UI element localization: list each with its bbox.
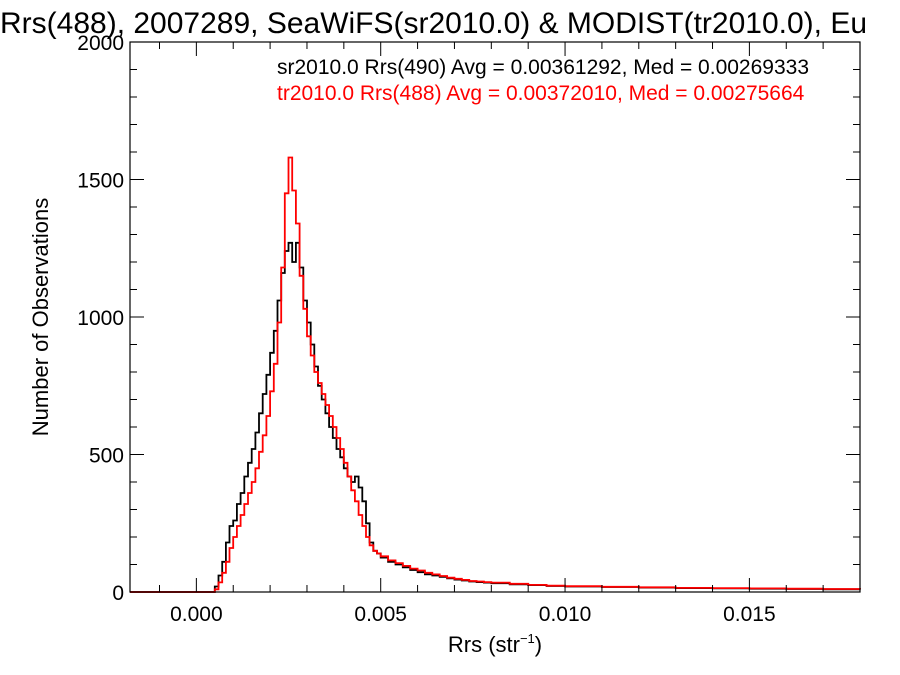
y-tick-label: 2000 [77, 32, 124, 55]
x-axis-label-sup: −1 [520, 631, 535, 646]
x-axis-label-end: ) [535, 632, 542, 657]
x-tick-label: 0.005 [354, 603, 407, 626]
x-tick-label: 0.010 [539, 603, 592, 626]
legend-entry-tr2010: tr2010.0 Rrs(488) Avg = 0.00372010, Med … [277, 82, 805, 105]
x-axis-label-base: Rrs (str [448, 632, 520, 657]
x-axis-label: Rrs (str−1) [448, 631, 542, 657]
series-line-1 [130, 156, 861, 593]
y-tick-label: 500 [89, 445, 124, 468]
ticks-layer: 0.000 0.005 0.010 0.015 0 500 1000 1500 2000 [77, 32, 861, 626]
x-tick-label: 0.000 [170, 603, 223, 626]
legend: sr2010.0 Rrs(490) Avg = 0.00361292, Med … [277, 56, 809, 105]
y-tick-label: 1500 [77, 170, 124, 193]
y-axis-label: Number of Observations [28, 198, 53, 436]
y-tick-label: 1000 [77, 307, 124, 330]
plot-frame [129, 41, 861, 593]
series-line-0 [130, 241, 861, 593]
legend-entry-sr2010: sr2010.0 Rrs(490) Avg = 0.00361292, Med … [277, 56, 809, 79]
series-layer [130, 156, 861, 593]
y-tick-label: 0 [112, 582, 124, 605]
x-tick-label: 0.015 [723, 603, 776, 626]
chart-title: Rrs(488), 2007289, SeaWiFS(sr2010.0) & M… [0, 7, 867, 40]
